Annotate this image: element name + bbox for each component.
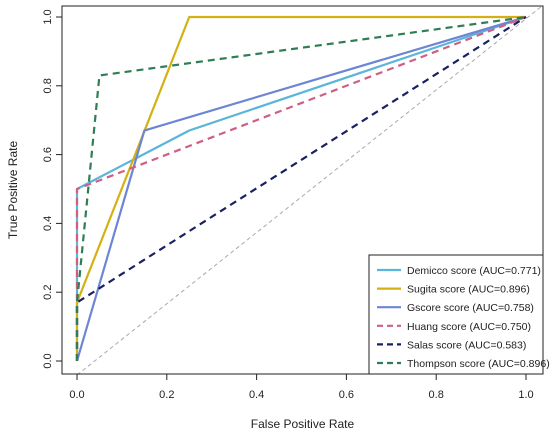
- x-tick-label: 0.2: [159, 389, 174, 401]
- reference-diagonal-line: [76, 5, 543, 376]
- series-layer: [75, 15, 527, 362]
- x-axis-label: False Positive Rate: [251, 417, 355, 431]
- x-tick-label: 0.6: [339, 389, 354, 401]
- x-tick-label: 0.8: [429, 389, 444, 401]
- legend-entry-label: Salas score (AUC=0.583): [407, 339, 526, 351]
- x-tick-label: 1.0: [518, 389, 533, 401]
- legend-entry-label: Thompson score (AUC=0.896): [407, 358, 550, 370]
- y-tick-label: 0.0: [42, 353, 54, 368]
- y-tick-label: 0.8: [42, 78, 54, 93]
- series-line-huang: [75, 15, 527, 361]
- y-axis-label: True Positive Rate: [6, 141, 20, 240]
- y-tick-label: 1.0: [42, 9, 54, 24]
- y-tick-label: 0.2: [42, 285, 54, 300]
- legend-entry-label: Huang score (AUC=0.750): [407, 321, 531, 333]
- plot-frame: [61, 5, 544, 375]
- series-line-thompson: [75, 15, 527, 361]
- legend: Demicco score (AUC=0.771) Sugita score (A…: [368, 254, 550, 375]
- legend-entry-label: Demicco score (AUC=0.771): [407, 265, 541, 277]
- legend-entry-label: Gscore score (AUC=0.758): [407, 302, 534, 314]
- legend-box: [368, 254, 544, 375]
- legend-entry-label: Sugita score (AUC=0.896): [407, 284, 530, 296]
- x-tick-label: 0.4: [249, 389, 264, 401]
- x-tick-label: 0.0: [69, 389, 84, 401]
- y-tick-label: 0.6: [42, 147, 54, 162]
- y-tick-label: 0.4: [42, 216, 54, 231]
- reference-diagonal-layer: [76, 5, 543, 376]
- y-axis: 0.0 0.2 0.4 0.6 0.8 1.0: [42, 9, 62, 369]
- series-line-gscore: [75, 15, 527, 362]
- x-axis: 0.0 0.2 0.4 0.6 0.8 1.0: [69, 374, 534, 401]
- series-line-salas: [75, 16, 527, 361]
